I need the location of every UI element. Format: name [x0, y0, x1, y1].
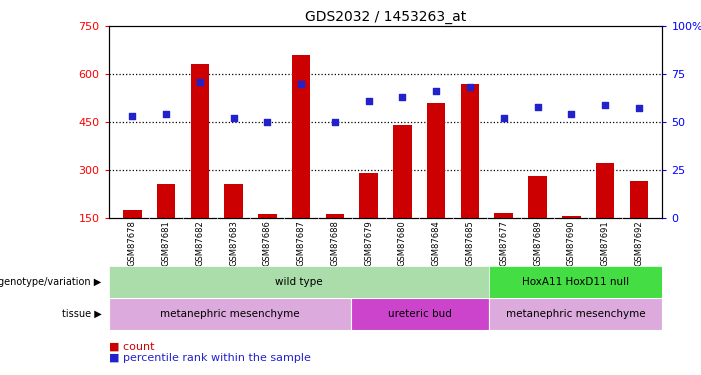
Text: GSM87678: GSM87678	[128, 220, 137, 266]
Point	[397, 94, 408, 100]
Point	[329, 119, 341, 125]
Text: genotype/variation ▶: genotype/variation ▶	[0, 277, 102, 287]
Point	[599, 102, 611, 108]
Bar	[224, 184, 243, 266]
Bar	[494, 213, 513, 266]
Bar	[562, 216, 580, 266]
Point	[498, 115, 510, 121]
Text: GSM87682: GSM87682	[196, 220, 204, 266]
Bar	[596, 164, 614, 266]
Point	[430, 88, 442, 94]
Text: GSM87679: GSM87679	[364, 220, 373, 266]
Bar	[351, 298, 489, 330]
Point	[228, 115, 239, 121]
Text: GSM87688: GSM87688	[330, 220, 339, 266]
Text: GSM87684: GSM87684	[432, 220, 441, 266]
Text: GSM87690: GSM87690	[567, 220, 576, 266]
Bar	[360, 173, 378, 266]
Text: metanephric mesenchyme: metanephric mesenchyme	[506, 309, 646, 319]
Text: GSM87681: GSM87681	[161, 220, 170, 266]
Text: ■ count: ■ count	[109, 342, 154, 352]
Text: GSM87687: GSM87687	[297, 220, 306, 266]
Point	[464, 84, 475, 90]
Point	[363, 98, 374, 104]
Bar	[292, 55, 311, 266]
Point	[127, 113, 138, 119]
Title: GDS2032 / 1453263_at: GDS2032 / 1453263_at	[305, 10, 466, 24]
Point	[532, 104, 543, 110]
Bar	[629, 181, 648, 266]
Point	[194, 79, 205, 85]
Text: GSM87677: GSM87677	[499, 220, 508, 266]
Point	[261, 119, 273, 125]
Bar	[123, 210, 142, 266]
Text: metanephric mesenchyme: metanephric mesenchyme	[160, 309, 299, 319]
Point	[566, 111, 577, 117]
Text: GSM87692: GSM87692	[634, 220, 644, 266]
Bar	[461, 84, 479, 266]
Text: tissue ▶: tissue ▶	[62, 309, 102, 319]
Bar	[393, 125, 411, 266]
Bar	[191, 64, 209, 266]
Point	[161, 111, 172, 117]
Point	[633, 105, 644, 111]
Bar	[258, 214, 277, 266]
Bar	[489, 298, 662, 330]
Text: ■ percentile rank within the sample: ■ percentile rank within the sample	[109, 353, 311, 363]
Text: HoxA11 HoxD11 null: HoxA11 HoxD11 null	[522, 277, 629, 287]
Bar	[109, 298, 351, 330]
Text: GSM87680: GSM87680	[398, 220, 407, 266]
Bar	[529, 176, 547, 266]
Text: GSM87686: GSM87686	[263, 220, 272, 266]
Point	[296, 81, 307, 87]
Text: GSM87683: GSM87683	[229, 220, 238, 266]
Bar	[109, 266, 489, 298]
Bar	[489, 266, 662, 298]
Bar	[325, 214, 344, 266]
Bar	[427, 103, 446, 266]
Text: GSM87691: GSM87691	[601, 220, 610, 266]
Text: wild type: wild type	[275, 277, 323, 287]
Text: ureteric bud: ureteric bud	[388, 309, 452, 319]
Text: GSM87689: GSM87689	[533, 220, 542, 266]
Bar	[157, 184, 175, 266]
Text: GSM87685: GSM87685	[465, 220, 475, 266]
